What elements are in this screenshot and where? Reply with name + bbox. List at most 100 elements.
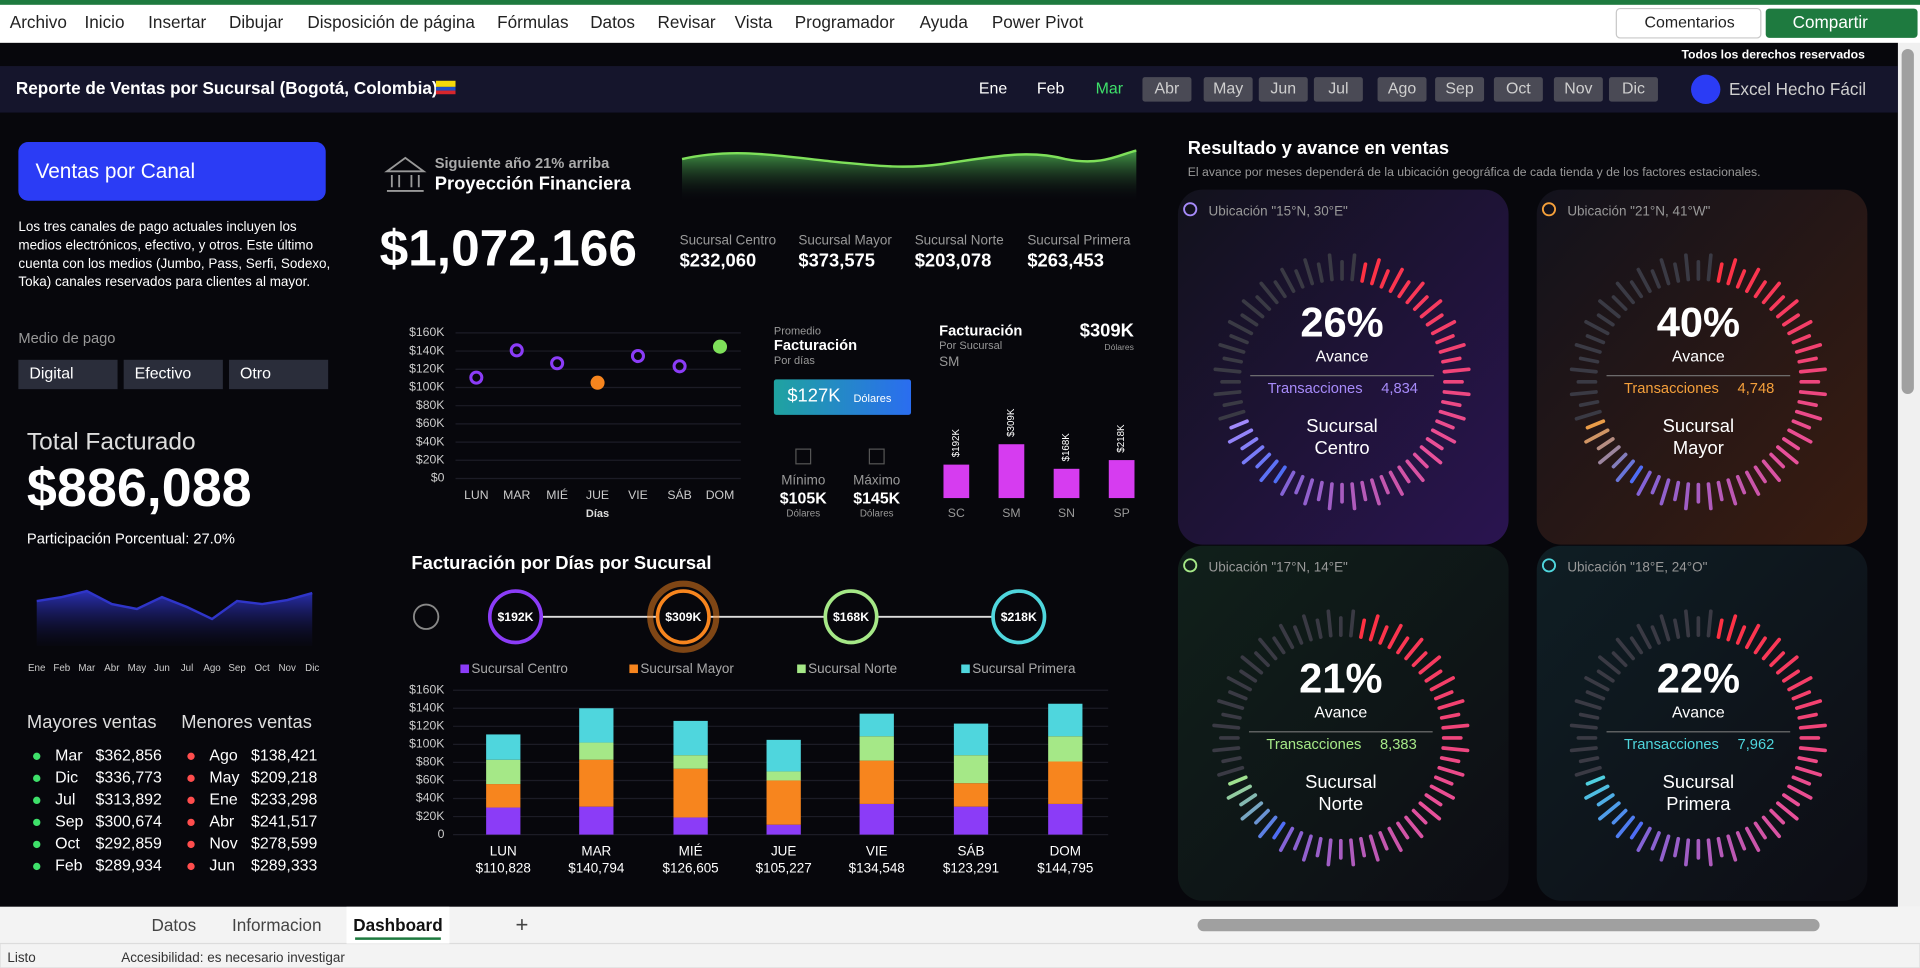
gauge-tick — [1615, 459, 1635, 483]
branch-name: Sucursal Centro — [680, 233, 776, 248]
stacked-segment — [486, 759, 521, 785]
ribbon — [0, 4, 1920, 43]
menu-item[interactable]: Insertar — [148, 12, 206, 32]
trend-label: Jul — [181, 663, 194, 674]
stacked-segment — [1048, 761, 1083, 804]
gauge-tick — [1368, 834, 1380, 862]
month-button[interactable] — [1142, 77, 1192, 102]
sheet-tab[interactable]: Dashboard — [353, 915, 442, 935]
gauge-tick — [1797, 712, 1818, 720]
payment-option[interactable] — [228, 359, 329, 390]
menu-item[interactable]: Ayuda — [920, 12, 969, 32]
title-strip — [0, 0, 1920, 5]
gauge-name: Primera — [1666, 793, 1731, 814]
stat-icon — [795, 448, 812, 465]
month-filter[interactable]: Jun — [1270, 81, 1296, 98]
gauge-tick — [1227, 319, 1254, 336]
month-filter[interactable]: Ene — [979, 81, 1007, 98]
payment-option-label[interactable]: Efectivo — [135, 366, 192, 383]
menu-item[interactable]: Programador — [795, 12, 895, 32]
month-button[interactable] — [1258, 77, 1308, 102]
month-filter[interactable]: Abr — [1155, 81, 1180, 98]
payment-option-label[interactable]: Otro — [240, 366, 271, 383]
horizontal-scroll-thumb[interactable] — [1197, 919, 1820, 932]
menu-item[interactable]: Archivo — [10, 12, 67, 32]
month-filter[interactable]: May — [1213, 81, 1243, 98]
month-filter[interactable]: Mar — [1096, 81, 1124, 98]
wave-line — [681, 149, 1137, 168]
bottom-month: Abr — [209, 814, 234, 831]
branch-name: Sucursal Primera — [1027, 233, 1131, 248]
gauge-tick — [1255, 452, 1272, 469]
channel-button[interactable] — [18, 141, 326, 201]
menu-item[interactable]: Datos — [590, 12, 635, 32]
gauge-tick — [1368, 614, 1380, 642]
comments-label[interactable]: Comentarios — [1644, 14, 1734, 31]
y-tick-label: $40K — [416, 791, 445, 805]
gauge-tick — [1684, 482, 1691, 511]
gauge-tick — [1397, 465, 1411, 484]
month-filter[interactable]: Nov — [1564, 81, 1592, 98]
share-button[interactable] — [1765, 8, 1918, 38]
top-dot — [33, 796, 41, 805]
branch-node-label: $309K — [665, 610, 701, 624]
menu-item[interactable]: Revisar — [658, 12, 716, 32]
gauge-location: Ubicación "18°E, 24°O" — [1567, 559, 1707, 574]
branch-node[interactable] — [991, 589, 1047, 645]
channel-title[interactable]: Ventas por Canal — [36, 160, 196, 183]
month-button[interactable] — [1435, 77, 1485, 102]
comments-button[interactable] — [1615, 7, 1762, 39]
gauge-tick — [1378, 625, 1389, 645]
y-tick-label: $0 — [431, 471, 445, 485]
menu-item[interactable]: Inicio — [84, 12, 124, 32]
month-filter[interactable]: Dic — [1622, 81, 1645, 98]
month-filter[interactable]: Ago — [1388, 81, 1416, 98]
month-filter[interactable]: Feb — [1037, 81, 1065, 98]
month-button[interactable] — [1608, 77, 1658, 102]
month-filter[interactable]: Oct — [1506, 81, 1531, 98]
gauge-tick — [1326, 838, 1333, 867]
gauge-tick — [1791, 775, 1812, 786]
stat-label: Máximo — [853, 473, 900, 488]
add-sheet[interactable]: + — [516, 912, 529, 937]
sheet-tab[interactable]: Datos — [151, 915, 196, 935]
y-tick-label: $60K — [416, 773, 445, 787]
gauge-tick — [1359, 836, 1367, 858]
bottom-month: Nov — [209, 836, 237, 853]
menu-item[interactable]: Vista — [735, 12, 773, 32]
month-button[interactable] — [1377, 77, 1427, 102]
gauge-tick — [1650, 269, 1661, 289]
top-dot — [33, 840, 41, 849]
month-filter[interactable]: Jul — [1328, 81, 1348, 98]
bar — [1108, 460, 1135, 499]
sheet-tab[interactable]: Informacion — [232, 915, 322, 935]
branch-node[interactable] — [487, 589, 544, 645]
branch-node[interactable] — [655, 589, 711, 645]
month-button[interactable] — [1553, 77, 1603, 102]
gauge-tick — [1776, 445, 1799, 465]
menu-item[interactable]: Fórmulas — [497, 12, 568, 32]
gauge-tick — [1716, 480, 1724, 502]
month-button[interactable] — [1313, 77, 1363, 102]
menu-item[interactable]: Dibujar — [229, 12, 284, 32]
scroll-thumb[interactable] — [1901, 48, 1914, 395]
scatter-point — [630, 348, 645, 364]
month-filter[interactable]: Sep — [1445, 81, 1473, 98]
menu-item[interactable]: Disposición de página — [307, 12, 475, 32]
gauge-tick — [1240, 655, 1264, 675]
gauge-tick — [1776, 655, 1799, 675]
trend-label: Feb — [53, 663, 70, 674]
menu-item[interactable]: Power Pivot — [992, 12, 1084, 32]
legend-swatch — [961, 664, 970, 674]
bar — [1053, 468, 1080, 499]
month-button[interactable] — [1203, 77, 1253, 102]
payment-option[interactable] — [123, 359, 223, 390]
branch-node[interactable] — [823, 589, 879, 645]
share-label[interactable]: Compartir — [1793, 12, 1868, 32]
gauge-tick — [1753, 465, 1767, 484]
payment-option[interactable] — [18, 359, 118, 390]
payment-option-label[interactable]: Digital — [29, 366, 73, 383]
month-button[interactable] — [1493, 77, 1543, 102]
stacked-segment — [486, 784, 521, 808]
gauge-progress-label: Avance — [1314, 705, 1367, 722]
